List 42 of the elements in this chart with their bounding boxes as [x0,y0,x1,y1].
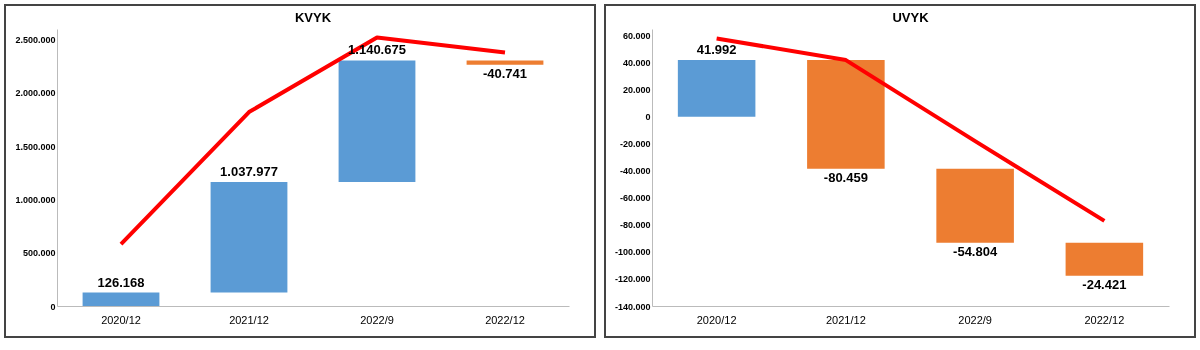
y-tick-label: 1.500.000 [15,141,56,152]
data-label: -80.459 [823,169,868,185]
x-tick-label: 2021/12 [825,313,866,326]
x-tick-label: 2022/12 [1084,313,1125,326]
bar [677,60,756,117]
bar [338,60,416,182]
x-tick-label: 2022/12 [485,313,525,326]
y-tick-label: -100.000 [614,247,651,258]
y-tick-label: 1.000.000 [15,194,56,205]
bar [82,292,160,306]
x-tick-label: 2022/9 [360,313,394,326]
y-tick-label: 2.000.000 [15,88,56,99]
y-tick-label: -20.000 [619,139,651,150]
y-tick-label: 60.000 [622,31,651,42]
y-tick-label: -40.000 [619,166,651,177]
x-tick-label: 2021/12 [229,313,269,326]
data-label: -40.741 [482,65,528,81]
data-label: 126.168 [97,274,145,290]
y-tick-label: -60.000 [619,193,651,204]
data-label: 1.037.977 [220,163,278,179]
data-label: 41.992 [696,42,737,58]
data-label: -24.421 [1082,276,1127,292]
y-tick-label: 40.000 [622,58,651,69]
y-tick-label: -80.000 [619,220,651,231]
bar [1065,242,1144,276]
bar [210,181,288,293]
chart-title: KVYK [294,10,332,25]
x-tick-label: 2020/12 [101,313,141,326]
data-label: -54.804 [953,243,998,259]
bar [466,60,544,65]
bar [936,168,1014,243]
y-tick-label: 500.000 [22,248,56,259]
x-tick-label: 2022/9 [958,313,992,326]
y-tick-label: -120.000 [614,274,651,285]
chart-title: UVYK [892,10,930,25]
y-tick-label: 0 [645,112,651,123]
y-tick-label: 2.500.000 [15,35,56,46]
x-tick-label: 2020/12 [696,313,737,326]
y-tick-label: 0 [50,301,56,312]
y-tick-label: 20.000 [622,85,651,96]
bar [807,60,885,169]
y-tick-label: -140.000 [614,301,651,312]
